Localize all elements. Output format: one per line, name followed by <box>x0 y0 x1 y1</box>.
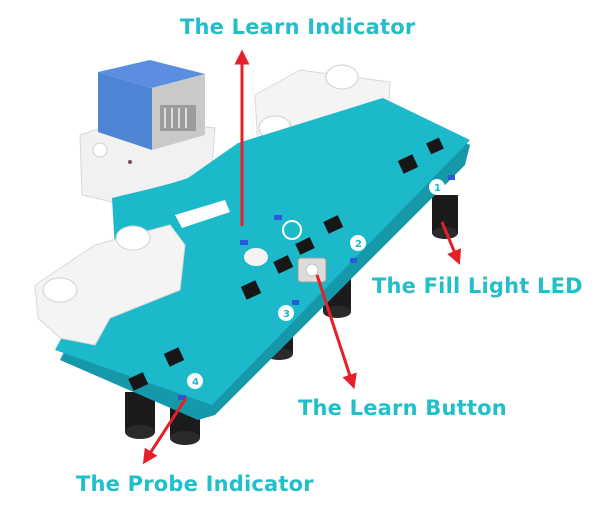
silkscreen-3: 3 <box>283 309 290 320</box>
silkscreen-1: 1 <box>434 183 441 194</box>
learn-indicator-led <box>240 240 248 245</box>
probe-indicator-led <box>178 395 186 400</box>
learn-indicator-label: The Learn Indicator <box>180 15 416 39</box>
probe-indicator-label: The Probe Indicator <box>76 472 314 496</box>
led-icon <box>244 248 268 266</box>
silkscreen-1-badge <box>429 179 445 195</box>
mounting-hole-icon <box>115 225 151 251</box>
learn-button-label: The Learn Button <box>298 396 507 420</box>
fill-light-led-label: The Fill Light LED <box>372 274 583 298</box>
silkscreen-4-badge <box>187 373 203 389</box>
silkscreen-numbers: 1 2 3 4 <box>187 179 445 389</box>
silkscreen-4: 4 <box>192 377 199 388</box>
silkscreen-3-badge <box>278 305 294 321</box>
rj11-connector-icon <box>98 60 205 150</box>
silkscreen-2: 2 <box>355 239 362 250</box>
holder-front-left <box>34 224 186 346</box>
components <box>128 137 455 400</box>
silkscreen-2-badge <box>350 235 366 251</box>
learn-button-arrow <box>315 274 357 390</box>
fill-light-arrow <box>440 221 462 265</box>
mounting-hole-icon <box>325 64 359 90</box>
callout-arrows <box>142 49 462 465</box>
silkscreen-circle <box>282 220 302 240</box>
pushbutton-icon <box>297 257 327 283</box>
probe-indicator-arrow <box>142 397 188 465</box>
mounting-hole-icon <box>42 277 78 303</box>
